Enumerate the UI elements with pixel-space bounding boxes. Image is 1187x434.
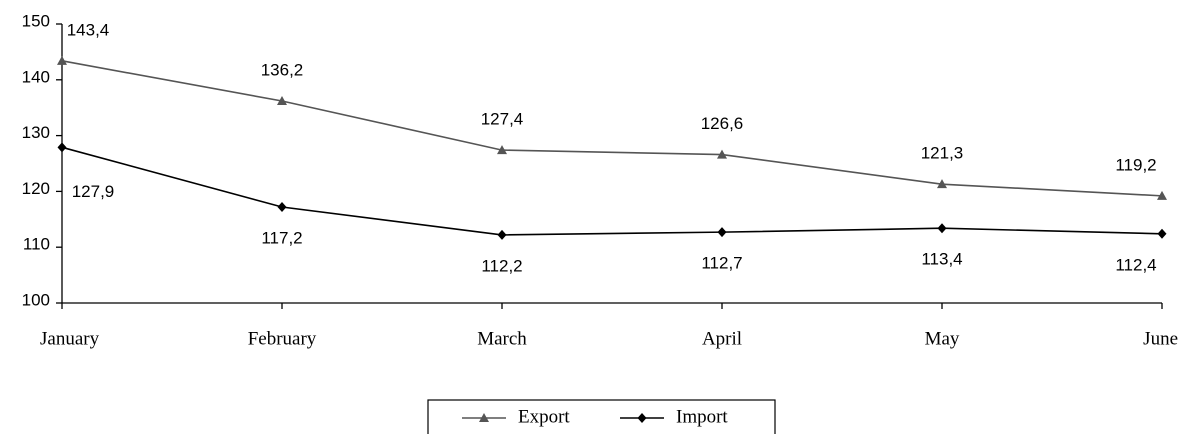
series-line	[61, 60, 1163, 197]
data-point	[1157, 190, 1167, 200]
data-label: 143,4	[67, 20, 110, 39]
data-point	[277, 96, 287, 106]
data-label: 112,7	[701, 254, 742, 273]
data-point	[937, 179, 947, 189]
data-point	[717, 227, 727, 238]
x-tick-label: January	[40, 328, 100, 349]
y-tick-label: 110	[23, 235, 50, 254]
data-label: 136,2	[261, 60, 304, 79]
data-label: 121,3	[921, 144, 964, 163]
data-point	[497, 229, 507, 240]
data-label: 126,6	[701, 114, 744, 133]
x-tick-label: May	[925, 328, 960, 349]
data-point	[937, 223, 947, 234]
x-tick-label: April	[702, 328, 742, 349]
y-tick-label: 100	[22, 290, 50, 309]
y-tick-label: 130	[22, 123, 50, 142]
data-point	[497, 145, 507, 155]
data-label: 113,4	[921, 250, 962, 269]
x-tick-label: March	[477, 328, 527, 349]
series-line	[61, 146, 1163, 236]
data-label: 112,2	[481, 256, 522, 275]
data-point	[57, 55, 67, 65]
data-label: 127,9	[72, 182, 115, 201]
x-tick-label: February	[248, 328, 317, 349]
data-point	[277, 202, 287, 213]
data-point	[57, 142, 67, 153]
y-tick-label: 120	[22, 179, 50, 198]
legend-marker	[479, 413, 489, 422]
y-tick-label: 140	[22, 67, 50, 86]
data-label: 112,4	[1115, 255, 1156, 274]
legend-label: Import	[676, 406, 728, 427]
data-label: 127,4	[481, 110, 524, 129]
legend-marker	[637, 413, 647, 423]
legend-label: Export	[518, 406, 570, 427]
data-label: 119,2	[1115, 155, 1156, 174]
data-point	[717, 149, 727, 159]
x-tick-label: June	[1143, 328, 1178, 349]
data-label: 117,2	[261, 229, 302, 248]
data-point	[1157, 228, 1167, 239]
y-tick-label: 150	[22, 11, 50, 30]
